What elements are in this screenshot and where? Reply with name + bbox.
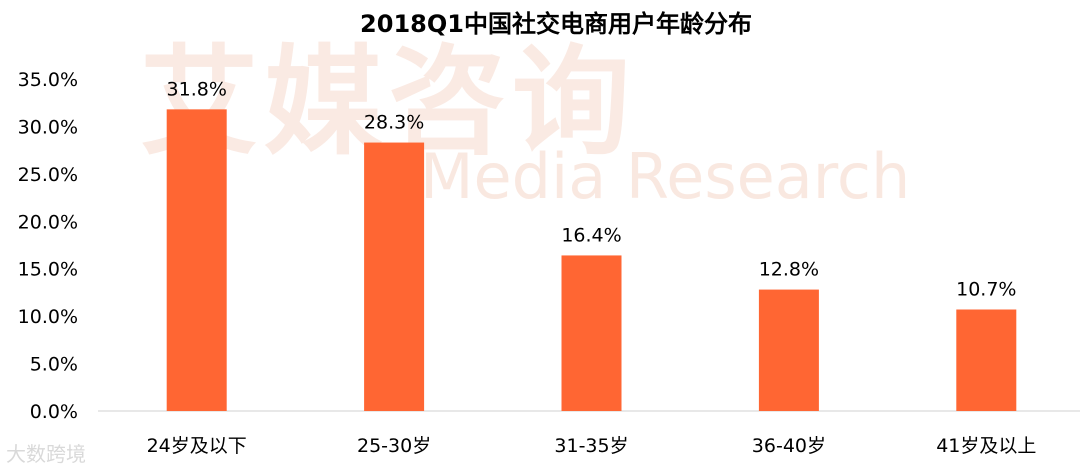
y-tick-label: 35.0% — [18, 69, 78, 91]
y-tick-label: 25.0% — [18, 164, 78, 186]
bar — [561, 255, 622, 411]
x-tick-label: 25-30岁 — [357, 435, 431, 457]
bar — [956, 309, 1017, 411]
bar — [364, 142, 425, 411]
x-tick-label: 31-35岁 — [554, 435, 628, 457]
bar — [166, 109, 227, 412]
x-tick-label: 36-40岁 — [752, 435, 826, 457]
bar — [758, 289, 819, 411]
bar-value-label: 10.7% — [956, 279, 1016, 301]
y-tick-label: 10.0% — [18, 306, 78, 328]
y-tick-label: 15.0% — [18, 259, 78, 281]
x-axis: 24岁及以下 25-30岁 31-35岁 36-40岁 41岁及以上 — [147, 435, 1037, 457]
corner-watermark: 大数跨境 — [6, 442, 86, 466]
y-tick-label: 5.0% — [30, 354, 78, 376]
bar-series — [166, 109, 1017, 412]
chart-title: 2018Q1中国社交电商用户年龄分布 — [360, 10, 752, 38]
x-tick-label: 41岁及以上 — [936, 435, 1036, 457]
y-tick-label: 0.0% — [30, 401, 78, 423]
bar-value-label: 16.4% — [561, 224, 621, 246]
bar-value-label: 28.3% — [364, 112, 424, 134]
bar-value-label: 31.8% — [167, 78, 227, 100]
y-axis: 0.0% 5.0% 10.0% 15.0% 20.0% 25.0% 30.0% 35.0% — [18, 69, 78, 423]
data-labels: 31.8% 28.3% 16.4% 12.8% 10.7% — [167, 78, 1017, 300]
y-tick-label: 30.0% — [18, 116, 78, 138]
x-tick-label: 24岁及以下 — [147, 435, 247, 457]
bar-value-label: 12.8% — [759, 259, 819, 281]
y-tick-label: 20.0% — [18, 211, 78, 233]
